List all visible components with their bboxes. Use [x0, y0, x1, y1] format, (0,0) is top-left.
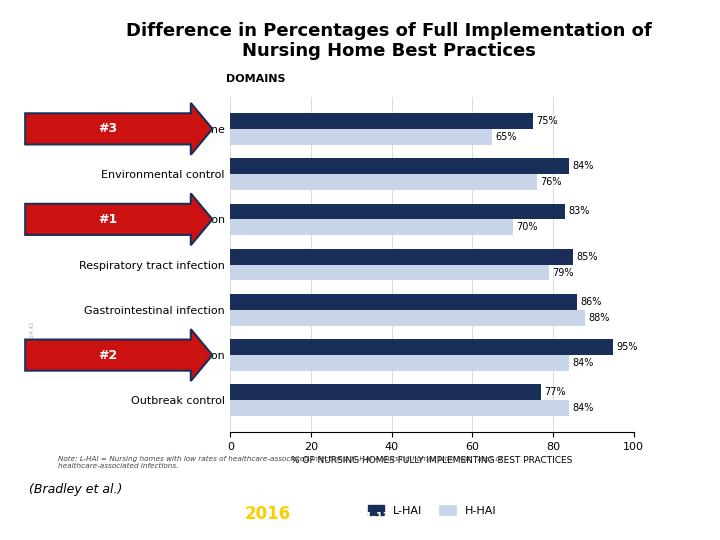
Bar — [230, 219, 513, 235]
Text: Note: L-HAI = Nursing homes with low rates of healthcare-associated Infections; : Note: L-HAI = Nursing homes with low rat… — [58, 456, 502, 469]
Bar — [230, 265, 549, 280]
Text: DOMAINS: DOMAINS — [226, 74, 286, 84]
Text: 65%: 65% — [495, 132, 517, 142]
Text: #3: #3 — [99, 123, 117, 136]
Bar — [230, 310, 585, 326]
Bar — [230, 294, 577, 310]
Text: 76%: 76% — [540, 177, 562, 187]
Text: 84%: 84% — [572, 403, 594, 413]
Text: #2: #2 — [99, 349, 117, 362]
Bar — [230, 249, 573, 265]
Text: 75%: 75% — [536, 116, 558, 126]
X-axis label: % OF NURSING HOMES FULLY IMPLEMENTING BEST PRACTICES: % OF NURSING HOMES FULLY IMPLEMENTING BE… — [292, 456, 572, 465]
Text: 84%: 84% — [572, 358, 594, 368]
Text: 79%: 79% — [552, 267, 574, 278]
Bar — [230, 204, 565, 219]
Text: 86%: 86% — [580, 297, 602, 307]
Bar — [230, 400, 569, 416]
Text: (Bradley et al.): (Bradley et al.) — [29, 483, 122, 496]
Bar — [230, 158, 569, 174]
Text: Charlotte, NC: Charlotte, NC — [331, 519, 388, 529]
Legend: L-HAI, H-HAI: L-HAI, H-HAI — [363, 501, 501, 520]
Text: APIC: APIC — [158, 504, 209, 524]
Text: #APIC2016: #APIC2016 — [562, 509, 622, 519]
Bar — [230, 355, 569, 371]
Text: #1: #1 — [99, 213, 117, 226]
Bar — [230, 129, 492, 145]
Text: MS124.42: MS124.42 — [30, 321, 35, 348]
Text: June 11-13: June 11-13 — [331, 512, 390, 522]
Text: 77%: 77% — [544, 387, 566, 397]
Bar — [230, 384, 541, 400]
Bar — [230, 113, 533, 129]
Text: 85%: 85% — [576, 252, 598, 262]
Text: 70%: 70% — [516, 222, 537, 232]
Text: 83%: 83% — [568, 206, 590, 217]
Text: 95%: 95% — [616, 342, 638, 352]
Text: Difference in Percentages of Full Implementation of
Nursing Home Best Practices: Difference in Percentages of Full Implem… — [126, 22, 652, 60]
Text: 88%: 88% — [588, 313, 610, 323]
Bar — [230, 339, 613, 355]
Text: 84%: 84% — [572, 161, 594, 171]
Bar — [230, 174, 537, 190]
Text: 2016: 2016 — [245, 505, 291, 523]
